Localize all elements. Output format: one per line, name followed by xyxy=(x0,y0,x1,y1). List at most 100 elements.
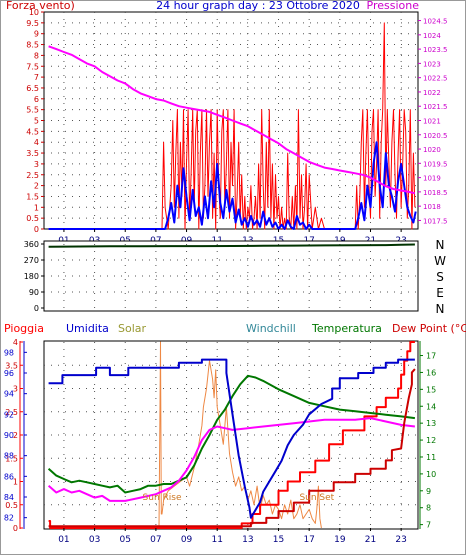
wind-axis-title: Forza vento) xyxy=(6,0,75,12)
x-tick-label: 07 xyxy=(150,535,161,545)
temp-tick-label: 8 xyxy=(426,504,431,513)
pressure-tick-label: 1023.5 xyxy=(423,46,448,54)
x-tick-label: 13 xyxy=(242,535,253,545)
compass-label: N xyxy=(436,302,445,316)
rain-tick-label: 1 xyxy=(13,478,18,487)
humidity-tick-label: 82 xyxy=(4,514,14,523)
direction-tick-label: 0 xyxy=(34,304,39,313)
humidity-tick-label: 94 xyxy=(4,390,14,399)
pressure-tick-label: 1019 xyxy=(423,175,441,183)
temp-tick-label: 10 xyxy=(426,470,436,479)
compass-label: S xyxy=(436,270,444,284)
pressure-tick-label: 1017.5 xyxy=(423,217,448,225)
humidity-line xyxy=(48,358,415,519)
compass-label: N xyxy=(436,238,445,252)
wind-tick-label: 2.5 xyxy=(26,171,39,180)
x-tick-label: 03 xyxy=(89,535,100,545)
rain-axis-ticks: 0 0.5 1 1.5 2 2.5 3 3.5 4 xyxy=(5,338,23,533)
wind-tick-label: 3 xyxy=(34,160,39,169)
temp-tick-label: 15 xyxy=(426,385,436,394)
wind-tick-label: 5 xyxy=(34,117,39,126)
wind-gust-line xyxy=(48,22,416,230)
pressure-tick-label: 1019.5 xyxy=(423,160,448,168)
humidity-tick-label: 86 xyxy=(4,472,14,481)
wind-tick-label: 7.5 xyxy=(26,62,39,71)
temperature-panel: Pioggia Umidita Solar Windchill Temperatura D… xyxy=(4,322,466,545)
temp-tick-label: 13 xyxy=(426,419,436,428)
wind-tick-label: 0 xyxy=(34,225,39,234)
wind-tick-label: 10 xyxy=(29,8,39,17)
pressure-tick-label: 1022 xyxy=(423,89,441,97)
temp-tick-label: 17 xyxy=(426,352,436,361)
legend-entry: Temperatura xyxy=(311,322,382,335)
chart-title: 24 hour graph day : 23 Ottobre 2020 xyxy=(156,0,360,12)
temp-tick-label: 11 xyxy=(426,453,436,462)
dew-point-line xyxy=(48,368,416,528)
wind-direction-line xyxy=(48,243,415,248)
wind-tick-label: 8.5 xyxy=(26,41,39,50)
pressure-tick-label: 1020.5 xyxy=(423,132,448,140)
temp-tick-label: 16 xyxy=(426,368,436,377)
legend-entry: Windchill xyxy=(246,322,296,335)
compass-label: E xyxy=(436,286,444,300)
wind-tick-label: 4.5 xyxy=(26,127,39,136)
x-tick-label: 17 xyxy=(303,535,314,545)
direction-tick-label: 180 xyxy=(24,272,39,281)
pressure-tick-label: 1018 xyxy=(423,203,441,211)
pressure-tick-label: 1021.5 xyxy=(423,103,448,111)
wind-tick-label: 1 xyxy=(34,203,39,212)
rain-tick-label: 4 xyxy=(13,338,18,347)
pressure-tick-label: 1023 xyxy=(423,60,441,68)
temperature-series xyxy=(47,341,416,529)
temp-axis-ticks: 7 8 9 10 11 12 13 14 15 16 17 xyxy=(420,352,436,530)
sun-annotations: Sun Rise Sun Set xyxy=(143,493,335,503)
rain-tick-label: 1.5 xyxy=(5,454,18,463)
wind-tick-label: 0.5 xyxy=(26,214,39,223)
windchill-line xyxy=(47,417,416,502)
pressure-axis-ticks: 1017.5 1018 1018.5 1019 1019.5 1020 1020.5 1021… xyxy=(418,18,448,225)
wind-tick-label: 4 xyxy=(34,138,39,147)
humidity-tick-label: 98 xyxy=(4,348,14,357)
legend-entry: Umidita xyxy=(66,322,109,335)
rain-tick-label: 2 xyxy=(13,431,18,440)
x-tick-label: 11 xyxy=(211,535,222,545)
x-tick-label: 05 xyxy=(120,535,131,545)
wind-tick-label: 9 xyxy=(34,30,39,39)
pressure-line xyxy=(48,45,416,195)
wind-tick-label: 7 xyxy=(34,73,39,82)
x-tick-label: 19 xyxy=(334,535,346,545)
temp-tick-label: 14 xyxy=(426,402,436,411)
wind-speed-line xyxy=(48,141,417,230)
pressure-tick-label: 1022.5 xyxy=(423,75,448,83)
humidity-tick-label: 88 xyxy=(4,452,14,461)
pressure-tick-label: 1024.5 xyxy=(423,18,448,26)
wind-tick-label: 3.5 xyxy=(26,149,39,158)
wind-axis-ticks: 0 0.5 1 1.52 2.5 3 3.5 4 4.55 5.5 6 6.5 7 7.5 88.5 9 9.5… xyxy=(26,8,44,234)
pressure-axis-title: Pressione xyxy=(367,0,420,12)
wind-tick-label: 6.5 xyxy=(26,84,39,93)
wind-tick-label: 9.5 xyxy=(26,19,39,28)
legend-entry: Solar xyxy=(118,322,147,335)
direction-plot-frame xyxy=(43,240,419,312)
wind-pressure-series xyxy=(48,22,417,230)
x-tick-label: 01 xyxy=(58,535,69,545)
compass-label: W xyxy=(434,254,446,268)
pressure-tick-label: 1024 xyxy=(423,32,441,40)
rain-tick-label: 2.5 xyxy=(5,408,18,417)
x-tick-label: 15 xyxy=(273,535,284,545)
direction-tick-label: 360 xyxy=(24,240,39,249)
rain-tick-label: 0.5 xyxy=(5,501,18,510)
wind-tick-label: 8 xyxy=(34,51,39,60)
wind-pressure-panel: Forza vento) 24 hour graph day : 23 Otto… xyxy=(6,0,448,246)
x-tick-label: 09 xyxy=(181,535,193,545)
pressure-tick-label: 1020 xyxy=(423,146,441,154)
direction-axis-ticks: 0 90 180 270 360 xyxy=(24,240,44,313)
direction-series xyxy=(48,243,415,248)
rain-tick-label: 0 xyxy=(13,524,18,533)
humidity-tick-label: 92 xyxy=(4,410,14,419)
sun-annotation: Sun Set xyxy=(299,493,334,503)
humidity-axis-ticks: 82 84 86 88 90 92 94 96 98 xyxy=(4,348,27,523)
